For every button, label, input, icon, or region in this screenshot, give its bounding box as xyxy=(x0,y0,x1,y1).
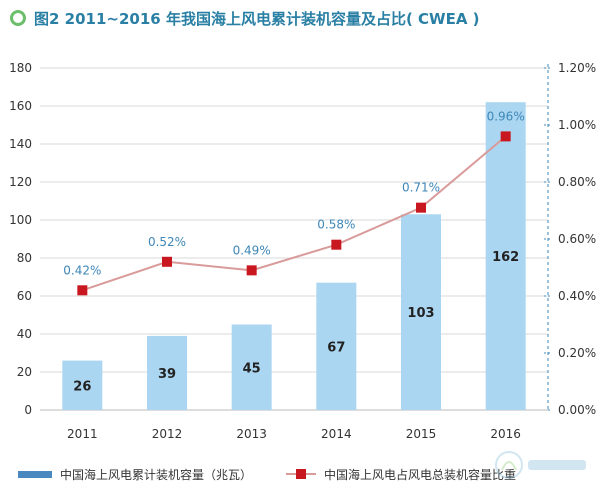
chart-canvas: 0 20 40 60 80 100 120 140 160 180 0.00% 0.20% 0.40% 0… xyxy=(9,61,596,441)
bar-value-label: 103 xyxy=(407,306,434,321)
x-axis-tick-label: 2012 xyxy=(152,427,183,441)
right-axis-tick-label: 0.40% xyxy=(558,289,596,303)
right-axis-tick-label: 1.00% xyxy=(558,118,596,132)
right-axis-tick-label: 0.00% xyxy=(558,403,596,417)
left-axis-tick-label: 120 xyxy=(9,175,32,189)
watermark-logo xyxy=(495,451,586,479)
bar-2015 xyxy=(401,214,441,410)
share-value-label: 0.71% xyxy=(402,181,440,195)
bar-2011 xyxy=(62,360,103,410)
share-marker-2011 xyxy=(77,285,88,296)
legend-bar-swatch xyxy=(18,470,52,478)
bar-2014 xyxy=(316,282,357,410)
share-value-label: 0.96% xyxy=(487,109,525,123)
legend-line-swatch xyxy=(286,468,317,480)
left-axis-tick-label: 40 xyxy=(17,327,32,341)
share-marker-2016 xyxy=(500,131,511,142)
circle-bullet-icon xyxy=(10,10,26,26)
bar-value-label: 26 xyxy=(73,379,91,394)
share-marker-2015 xyxy=(416,202,426,213)
x-axis-tick-label: 2011 xyxy=(67,427,98,441)
left-axis-tick-label: 160 xyxy=(9,99,32,113)
left-axis-tick-label: 180 xyxy=(9,61,32,75)
bar-2016 xyxy=(485,102,526,410)
x-axis-tick-label: 2014 xyxy=(321,427,352,441)
left-axis-tick-label: 80 xyxy=(17,251,32,265)
share-value-label: 0.49% xyxy=(233,243,271,257)
share-line xyxy=(82,135,507,292)
right-axis-tick-label: 0.20% xyxy=(558,346,596,360)
bar-value-label: 45 xyxy=(243,361,261,376)
chart-title-row: 图2 2011~2016 年我国海上风电累计装机容量及占比( CWEA ) xyxy=(10,6,480,30)
share-marker-2012 xyxy=(162,256,172,267)
left-axis-tick-label: 60 xyxy=(17,289,32,303)
right-axis-tick-label: 0.80% xyxy=(558,175,596,189)
left-axis-tick-label: 20 xyxy=(17,365,32,379)
share-value-label: 0.42% xyxy=(63,263,101,277)
bar-value-label: 67 xyxy=(327,340,345,355)
left-axis-tick-label: 0 xyxy=(24,403,32,417)
left-axis-tick-label: 100 xyxy=(9,213,32,227)
x-axis-tick-label: 2015 xyxy=(406,427,437,441)
right-axis-tick-label: 1.20% xyxy=(558,61,596,75)
legend-line-label: 中国海上风电占风电总装机容量比重 xyxy=(324,467,517,482)
share-marker-2013 xyxy=(246,265,257,276)
right-axis-tick-label: 0.60% xyxy=(558,232,596,246)
x-axis-tick-label: 2016 xyxy=(490,427,521,441)
legend-bar-label: 中国海上风电累计装机容量（兆瓦） xyxy=(60,467,253,482)
bar-2012 xyxy=(147,335,187,410)
bar-value-label: 39 xyxy=(158,367,176,382)
left-axis-tick-label: 140 xyxy=(9,137,32,151)
chart-legend: 中国海上风电累计装机容量（兆瓦） 中国海上风电占风电总装机容量比重 xyxy=(18,464,590,484)
share-value-label: 0.58% xyxy=(317,218,355,232)
share-marker-2014 xyxy=(331,239,342,250)
chart-title: 图2 2011~2016 年我国海上风电累计装机容量及占比( CWEA ) xyxy=(34,9,480,28)
share-value-label: 0.52% xyxy=(148,235,186,249)
bar-value-label: 162 xyxy=(492,250,519,265)
x-axis-tick-label: 2013 xyxy=(236,427,267,441)
bar-2013 xyxy=(231,324,272,410)
